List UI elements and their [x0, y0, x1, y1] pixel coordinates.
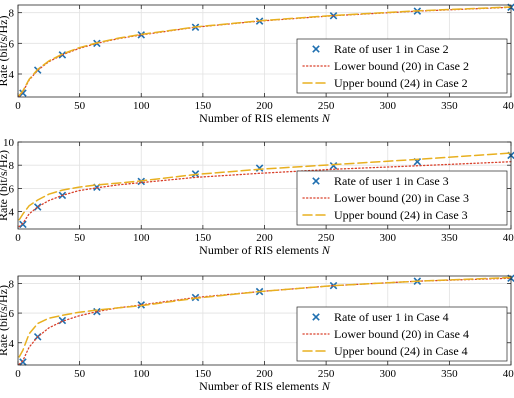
x-tick-label: 300	[380, 100, 397, 112]
legend: Rate of user 1 in Case 2 Lower bound (20)…	[296, 38, 508, 94]
legend-swatch	[312, 177, 320, 185]
legend-swatch-stroke	[312, 45, 320, 53]
y-tick-label: 4	[9, 69, 15, 81]
x-tick-label: 0	[15, 100, 21, 112]
data-point-stroke	[19, 220, 27, 229]
legend-entry: Lower bound (20) in Case 3	[334, 191, 469, 205]
legend-entry: Rate of user 1 in Case 3	[334, 174, 449, 188]
x-tick-label: 100	[133, 368, 150, 380]
x-tick-label: 0	[15, 368, 21, 380]
y-axis-label: Rate (bit/s/Hz)	[0, 150, 10, 221]
x-tick-label: 100	[133, 232, 150, 244]
legend-box	[296, 38, 508, 94]
x-tick-label: 200	[256, 368, 273, 380]
x-tick-label: 400	[503, 368, 514, 380]
series-line-3	[18, 152, 512, 221]
panel-1: 0 50 100 150 200 250 300 350 400 4 6 8 Number of RIS…	[0, 3, 514, 125]
x-tick-label: 250	[318, 232, 335, 244]
legend-entry: Rate of user 1 in Case 2	[334, 42, 449, 56]
legend-swatch-stroke	[312, 313, 320, 321]
x-tick-label: 300	[380, 368, 397, 380]
y-axis-label: Rate (bit/s/Hz)	[0, 16, 10, 87]
data-point-stroke	[19, 89, 27, 97]
y-tick-label: 6	[9, 308, 15, 320]
x-tick-label: 400	[503, 100, 514, 112]
data-point-stroke	[329, 162, 338, 170]
legend-swatch-stroke	[312, 177, 320, 185]
panel-2: 0 50 100 150 200 250 300 350 400 4 6 8 10 Number of R…	[0, 137, 514, 257]
x-tick-label: 100	[133, 100, 150, 112]
data-point-stroke	[19, 358, 27, 366]
data-point-stroke	[413, 157, 422, 166]
series-line-2	[18, 161, 512, 228]
x-axis-label: Number of RIS elements N	[199, 243, 331, 257]
x-axis-label: Number of RIS elements N	[199, 111, 331, 125]
y-axis-label: Rate (bit/s/Hz)	[0, 285, 10, 356]
y-tick-label: 8	[9, 8, 15, 20]
legend-box	[296, 306, 508, 362]
y-tick-label: 4	[9, 338, 15, 350]
data-point-stroke	[58, 316, 67, 325]
x-axis-label-variable: N	[321, 243, 331, 257]
legend-entry: Upper bound (24) in Case 2	[334, 76, 468, 90]
legend: Rate of user 1 in Case 4 Lower bound (20)…	[296, 306, 508, 362]
x-tick-label: 250	[318, 100, 335, 112]
data-point	[19, 358, 27, 366]
x-tick-label: 150	[195, 100, 212, 112]
series-line-2	[18, 277, 512, 365]
series-line-3	[18, 6, 512, 97]
x-tick-label: 400	[503, 232, 514, 244]
legend-swatch	[312, 45, 320, 53]
data-point	[255, 164, 264, 172]
legend-entry: Upper bound (24) in Case 4	[334, 344, 468, 358]
data-point-stroke	[33, 203, 42, 211]
series-line-3	[18, 276, 512, 358]
x-tick-label: 50	[74, 100, 86, 112]
data-point	[19, 89, 27, 97]
legend-entry: Lower bound (20) in Case 2	[334, 59, 469, 73]
legend-entry: Lower bound (20) in Case 4	[334, 327, 469, 341]
y-tick-label: 10	[3, 137, 15, 149]
x-tick-label: 0	[15, 232, 21, 244]
x-tick-label: 350	[441, 232, 458, 244]
x-axis-label-variable: N	[321, 379, 331, 393]
legend-entry: Upper bound (24) in Case 3	[334, 208, 468, 222]
data-point	[33, 203, 42, 211]
x-tick-label: 200	[256, 232, 273, 244]
x-tick-label: 150	[195, 232, 212, 244]
legend-swatch	[312, 313, 320, 321]
y-tick-label: 8	[9, 160, 15, 172]
x-tick-label: 150	[195, 368, 212, 380]
x-tick-label: 200	[256, 100, 273, 112]
data-point	[329, 162, 338, 170]
legend-box	[296, 170, 508, 226]
y-tick-label: 6	[9, 183, 15, 195]
data-point	[19, 220, 27, 229]
x-tick-label: 250	[318, 368, 335, 380]
y-tick-label: 4	[9, 207, 15, 219]
y-tick-label: 6	[9, 38, 15, 50]
x-axis-label: Number of RIS elements N	[199, 379, 331, 393]
x-tick-label: 350	[441, 100, 458, 112]
data-point	[58, 316, 67, 325]
legend-entry: Rate of user 1 in Case 4	[334, 310, 449, 324]
panel-3: 0 50 100 150 200 250 300 350 400 4 6 8 Number of RIS…	[0, 274, 514, 393]
legend: Rate of user 1 in Case 3 Lower bound (20)…	[296, 170, 508, 226]
x-tick-label: 50	[74, 232, 86, 244]
x-tick-label: 300	[380, 232, 397, 244]
x-tick-label: 350	[441, 368, 458, 380]
x-axis-label-variable: N	[321, 111, 331, 125]
x-tick-label: 50	[74, 368, 86, 380]
data-point-stroke	[255, 164, 264, 172]
y-tick-label: 8	[9, 278, 15, 290]
